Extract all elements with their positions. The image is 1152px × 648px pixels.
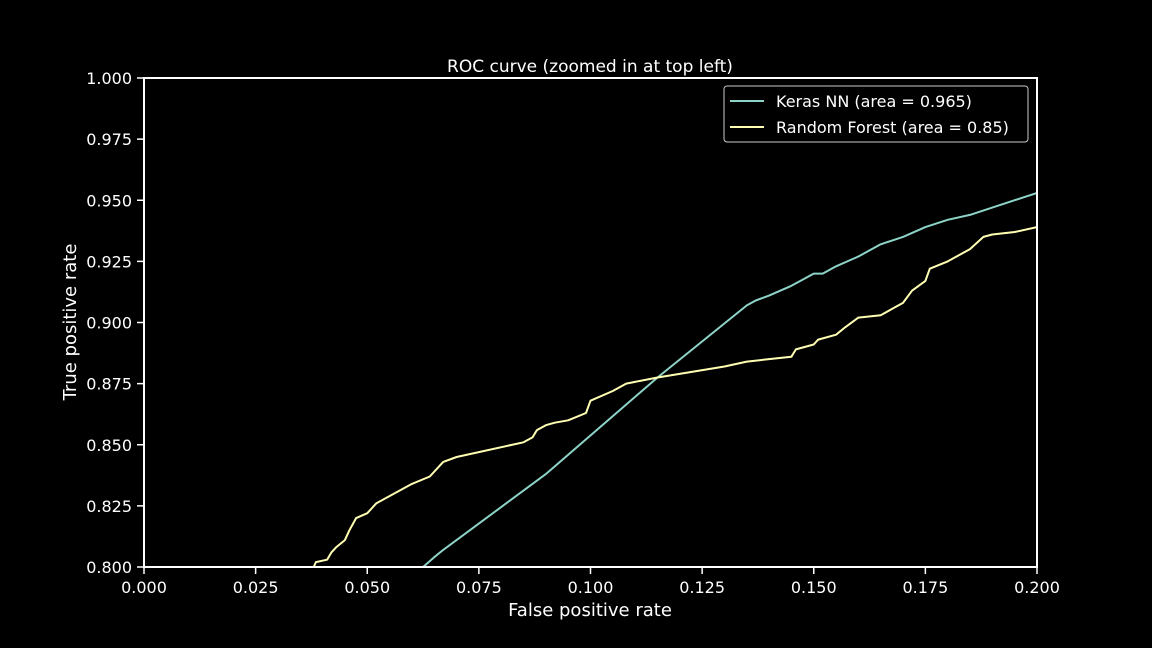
y-tick-label: 0.950 bbox=[86, 191, 132, 210]
x-axis: 0.000 0.025 0.050 0.075 0.100 0.125 0.150 0.175… bbox=[121, 567, 1060, 597]
x-tick-label: 0.200 bbox=[1014, 578, 1060, 597]
series-line-keras-nn bbox=[422, 191, 1037, 567]
x-tick-label: 0.100 bbox=[568, 578, 614, 597]
x-tick-label: 0.075 bbox=[456, 578, 502, 597]
x-tick-label: 0.050 bbox=[344, 578, 390, 597]
y-axis-label: True positive rate bbox=[60, 244, 81, 402]
legend-label: Random Forest (area = 0.85) bbox=[776, 118, 1009, 137]
x-tick-label: 0.000 bbox=[121, 578, 167, 597]
x-tick-label: 0.125 bbox=[679, 578, 725, 597]
y-tick-label: 0.975 bbox=[86, 130, 132, 149]
plot-area bbox=[312, 191, 1037, 567]
chart-title: ROC curve (zoomed in at top left) bbox=[447, 57, 733, 77]
y-tick-label: 0.850 bbox=[86, 436, 132, 455]
y-tick-label: 0.875 bbox=[86, 375, 132, 394]
y-tick-label: 0.800 bbox=[86, 558, 132, 577]
legend: Keras NN (area = 0.965) Random Forest (ar… bbox=[723, 85, 1029, 143]
x-tick-label: 0.150 bbox=[791, 578, 837, 597]
y-tick-label: 0.925 bbox=[86, 252, 132, 271]
legend-box bbox=[723, 85, 1029, 143]
x-tick-label: 0.025 bbox=[233, 578, 279, 597]
x-axis-label: False positive rate bbox=[508, 600, 672, 621]
y-tick-label: 0.825 bbox=[86, 497, 132, 516]
legend-label: Keras NN (area = 0.965) bbox=[776, 92, 972, 111]
y-tick-label: 1.000 bbox=[86, 69, 132, 88]
x-tick-label: 0.175 bbox=[902, 578, 948, 597]
y-tick-label: 0.900 bbox=[86, 314, 132, 333]
series-line-random-forest bbox=[312, 226, 1037, 567]
y-axis: 0.800 0.825 0.850 0.875 0.900 0.925 0.950 0.975… bbox=[86, 69, 144, 577]
